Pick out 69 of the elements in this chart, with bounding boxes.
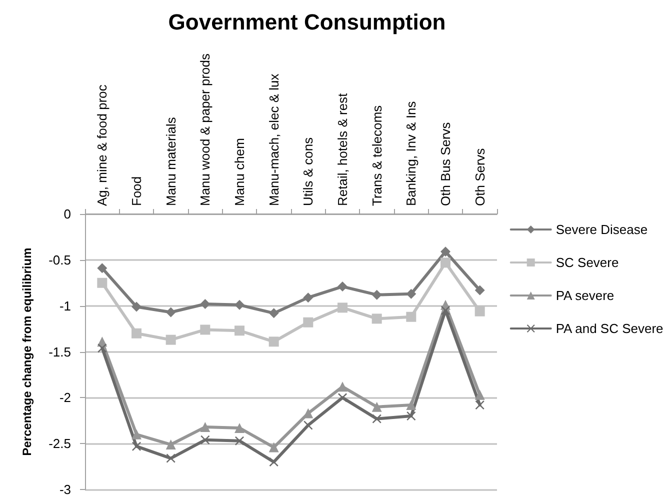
point bbox=[97, 278, 108, 288]
x-tick-label: Food bbox=[129, 176, 144, 206]
point bbox=[440, 246, 450, 257]
point bbox=[372, 314, 382, 324]
x-tick-label: Banking, Inv & Ins bbox=[404, 100, 419, 206]
point bbox=[304, 420, 313, 430]
y-tick-label: -1 bbox=[59, 298, 71, 314]
point bbox=[406, 312, 416, 322]
point bbox=[235, 436, 244, 446]
point bbox=[234, 422, 244, 433]
point bbox=[338, 282, 348, 292]
point bbox=[200, 422, 210, 432]
x-tick-label: Manu wood & paper prods bbox=[198, 53, 213, 206]
point bbox=[474, 285, 485, 296]
x-tick-label: Oth Bus Servs bbox=[438, 122, 453, 206]
legend-label: SC Severe bbox=[556, 255, 619, 270]
legend-label: PA severe bbox=[556, 288, 614, 303]
point bbox=[200, 435, 210, 444]
y-tick-label: -3 bbox=[59, 482, 71, 496]
y-tick-label: -0.5 bbox=[48, 252, 71, 268]
point bbox=[406, 412, 416, 421]
y-tick-label: -2.5 bbox=[48, 436, 71, 452]
point bbox=[338, 302, 348, 313]
point bbox=[166, 307, 176, 318]
point bbox=[268, 308, 279, 318]
point bbox=[166, 334, 176, 345]
point bbox=[166, 440, 176, 450]
point bbox=[440, 258, 450, 268]
x-tick-label: Oth Servs bbox=[472, 148, 488, 206]
point bbox=[268, 442, 279, 452]
point bbox=[132, 302, 142, 312]
point bbox=[269, 457, 278, 466]
point bbox=[234, 300, 244, 310]
point bbox=[303, 317, 314, 328]
point bbox=[406, 400, 416, 410]
point bbox=[234, 326, 244, 336]
x-tick-label: Manu chem bbox=[232, 138, 247, 206]
x-tick-label: Trans & telecoms bbox=[369, 104, 384, 206]
point bbox=[268, 336, 279, 347]
point bbox=[303, 292, 314, 303]
point bbox=[98, 344, 107, 353]
point bbox=[200, 324, 210, 335]
y-axis-title: Percentage change from equilibrium bbox=[20, 248, 34, 456]
point bbox=[372, 414, 382, 424]
point bbox=[474, 306, 485, 316]
point bbox=[97, 263, 108, 274]
x-tick-label: Manu-mach, elec & lux bbox=[266, 73, 282, 206]
point bbox=[166, 454, 176, 463]
point bbox=[406, 288, 416, 299]
point bbox=[372, 402, 382, 412]
legend-label: PA and SC Severe bbox=[556, 321, 664, 336]
point bbox=[338, 382, 348, 392]
point bbox=[372, 290, 382, 300]
x-tick-label: Manu materials bbox=[163, 116, 178, 206]
y-tick-label: -2 bbox=[59, 390, 71, 406]
x-tick-label: Utils & cons bbox=[300, 136, 316, 206]
point bbox=[475, 400, 484, 410]
point bbox=[132, 328, 142, 338]
y-tick-label: -1.5 bbox=[48, 344, 71, 360]
point bbox=[200, 298, 210, 309]
point bbox=[132, 442, 141, 451]
x-tick-label: Ag, mine & food proc bbox=[94, 84, 110, 206]
legend-label: Severe Disease bbox=[556, 222, 648, 237]
chart-title: Government Consumption bbox=[168, 10, 446, 34]
x-tick-label: Retail, hotels & rest bbox=[335, 92, 350, 206]
y-tick-label: 0 bbox=[64, 206, 71, 222]
point bbox=[474, 390, 485, 400]
point bbox=[132, 429, 142, 440]
point bbox=[338, 393, 347, 402]
